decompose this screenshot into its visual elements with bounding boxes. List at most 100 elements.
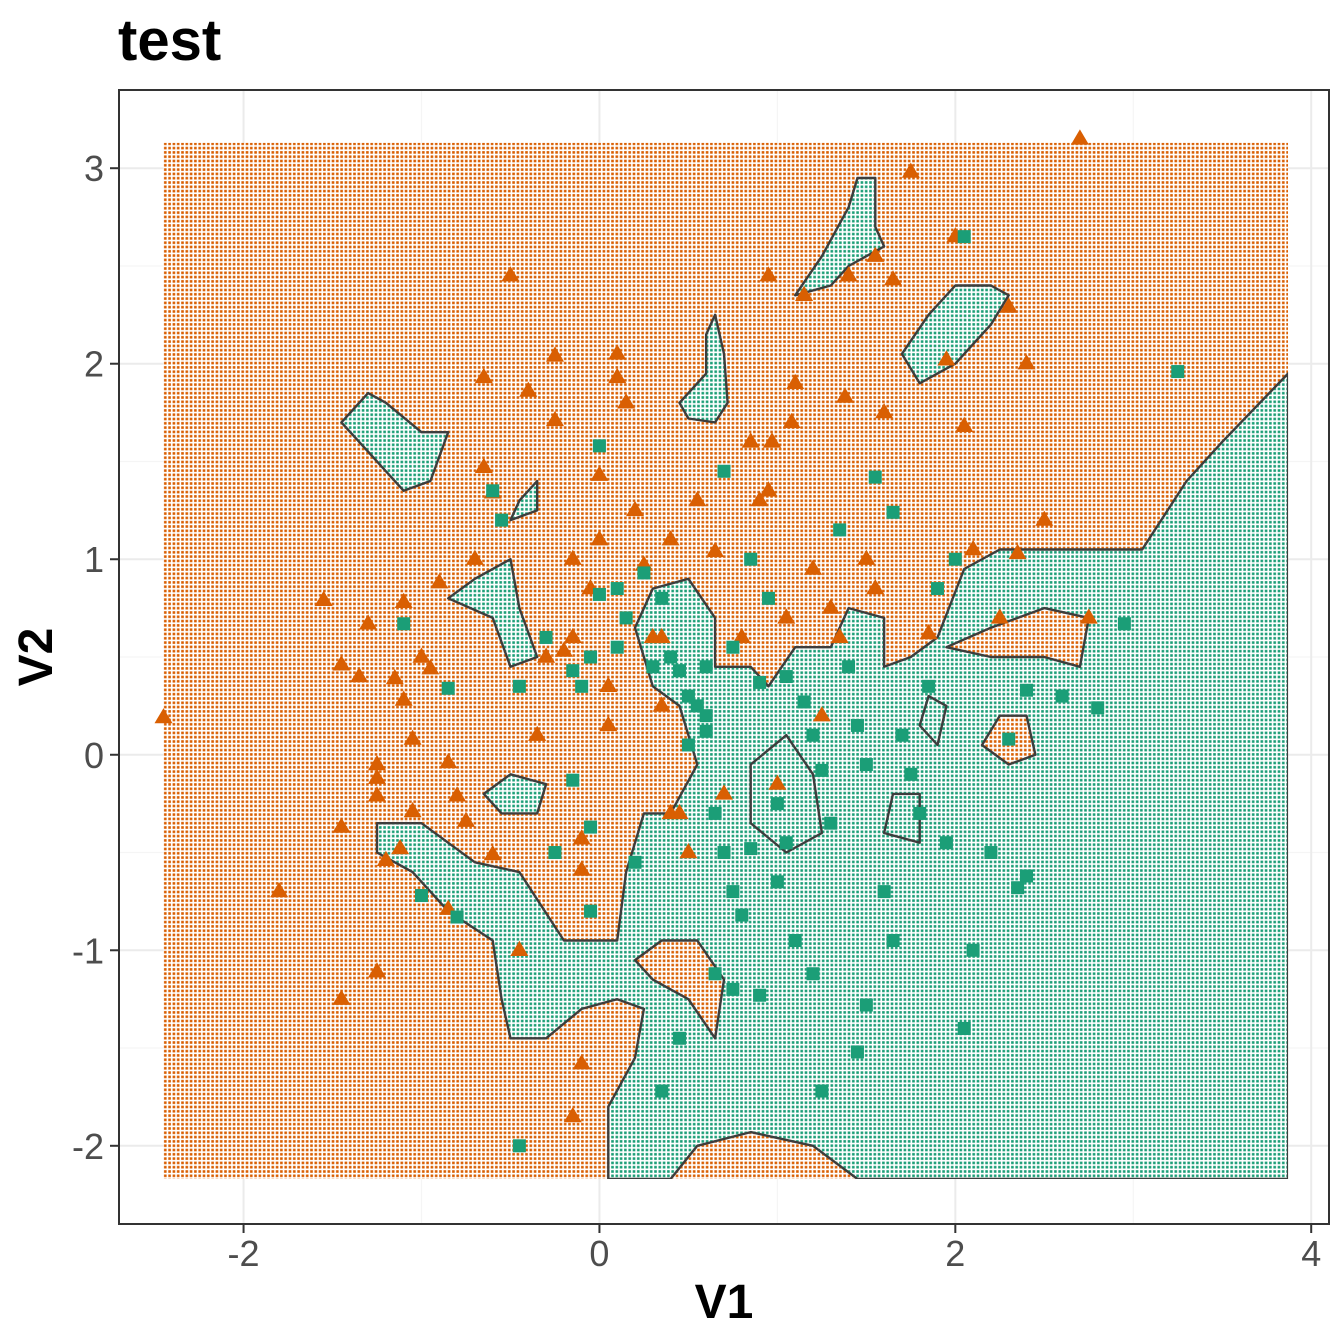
point-class_a <box>501 266 520 282</box>
point-class_a <box>391 839 410 855</box>
region-class-b <box>510 481 538 521</box>
point-class_a <box>332 989 351 1005</box>
point-class_a <box>537 647 556 663</box>
point-class_b <box>619 611 633 625</box>
point-class_b <box>690 699 704 713</box>
point-class_b <box>566 773 580 787</box>
y-axis-title: V2 <box>10 628 63 687</box>
point-class_b <box>806 728 820 742</box>
point-class_b <box>717 846 731 860</box>
point-class_a <box>376 850 395 866</box>
decision-contours <box>340 176 1289 1180</box>
point-class_b <box>441 681 455 695</box>
point-class_a <box>563 549 582 565</box>
contour-lines <box>340 176 1289 1180</box>
x-tick-label: 2 <box>945 1233 965 1274</box>
point-class_b <box>735 908 749 922</box>
x-tick-label: -2 <box>228 1233 260 1274</box>
point-class_b <box>948 552 962 566</box>
point-class_b <box>726 885 740 899</box>
point-class_b <box>566 664 580 678</box>
point-class_b <box>681 689 695 703</box>
point-class_a <box>608 344 627 360</box>
point-class_a <box>999 297 1018 313</box>
region-class-b <box>750 735 822 853</box>
point-class_a <box>519 381 538 397</box>
point-class_b <box>1020 869 1033 883</box>
y-tick-label: 2 <box>84 344 104 385</box>
point-class_b <box>575 679 589 693</box>
point-class_b <box>824 816 838 830</box>
point-class_b <box>770 875 784 889</box>
point-class_b <box>673 664 687 678</box>
point-class_b <box>415 889 428 903</box>
point-class_a <box>528 725 547 741</box>
point-class_a <box>763 432 782 448</box>
point-class_a <box>759 481 778 497</box>
y-tick-label: 3 <box>84 148 104 189</box>
point-class_a <box>919 624 938 640</box>
point-class_b <box>450 910 464 924</box>
point-class_a <box>590 530 609 546</box>
point-class_b <box>1055 689 1069 703</box>
point-class_a <box>652 627 671 644</box>
region-class-b <box>483 774 547 814</box>
point-class_a <box>990 608 1009 624</box>
point-class_a <box>964 540 983 556</box>
point-class_a <box>483 845 502 861</box>
decision-grid <box>163 142 1289 1180</box>
point-class_b <box>664 650 678 664</box>
decision-boundary <box>509 479 539 522</box>
point-class_b <box>708 806 722 820</box>
decision-boundary <box>447 558 539 668</box>
chart-title: test <box>118 8 221 73</box>
point-class_a <box>430 573 449 589</box>
point-class_a <box>572 860 591 876</box>
point-class_a <box>572 829 591 845</box>
point-class_b <box>495 513 509 527</box>
decision-boundary <box>900 284 1010 385</box>
series-class_b <box>397 230 1185 1153</box>
point-class_a <box>741 432 760 448</box>
point-class_b <box>699 660 713 674</box>
point-class_a <box>782 412 801 429</box>
point-class_a <box>332 655 351 671</box>
region-class-b <box>341 393 449 491</box>
point-class_a <box>385 669 404 685</box>
point-class_b <box>699 724 713 738</box>
point-class_a <box>457 811 475 827</box>
point-class_a <box>626 500 645 517</box>
point-class_b <box>717 464 731 478</box>
point-class_a <box>412 647 431 663</box>
point-class_a <box>706 541 725 558</box>
point-class_b <box>1011 881 1025 895</box>
y-tick-label: -2 <box>72 1126 104 1167</box>
point-class_b <box>806 967 820 981</box>
point-class_b <box>984 846 998 860</box>
point-class_a <box>795 285 814 301</box>
point-class_a <box>857 549 876 565</box>
point-class_b <box>744 552 758 566</box>
point-class_b <box>584 820 598 834</box>
point-class_a <box>545 346 564 362</box>
point-class_a <box>474 367 493 384</box>
point-class_a <box>1017 354 1036 370</box>
point-class_a <box>554 641 573 657</box>
point-class_b <box>673 1031 687 1045</box>
decision-boundary <box>794 176 886 297</box>
y-tick-label: -1 <box>72 930 104 971</box>
point-class_b <box>512 679 526 693</box>
point-class_a <box>1070 129 1089 145</box>
point-class_a <box>368 786 386 802</box>
point-class_b <box>726 982 740 996</box>
point-class_b <box>655 1084 669 1098</box>
point-class_a <box>599 676 618 692</box>
point-class_b <box>646 660 660 674</box>
point-class_a <box>830 627 849 644</box>
point-class_a <box>359 614 378 630</box>
point-class_b <box>610 640 624 654</box>
point-class_a <box>777 608 796 624</box>
point-class_a <box>563 627 582 644</box>
decision-boundary <box>633 939 726 1040</box>
